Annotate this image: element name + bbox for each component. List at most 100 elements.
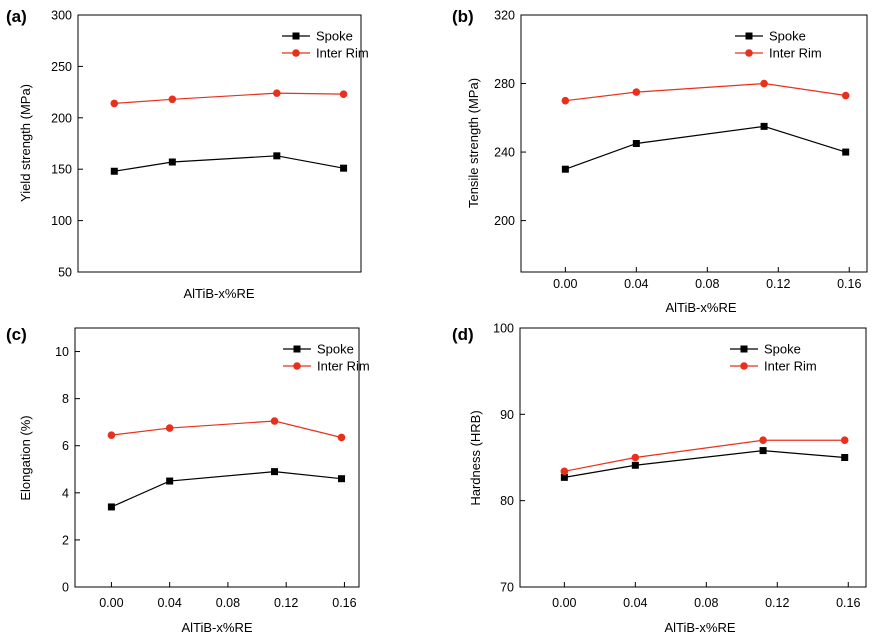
data-point (270, 417, 279, 425)
y-tick-label: 4 (62, 486, 69, 500)
data-point (107, 503, 115, 511)
x-tick-label: 0.12 (765, 596, 789, 610)
y-tick-label: 70 (500, 581, 514, 595)
data-point (760, 122, 768, 130)
data-point (760, 79, 768, 88)
y-tick-label: 6 (62, 439, 69, 453)
plot-frame (520, 14, 868, 273)
y-axis-title: Tensile strength (MPa) (466, 78, 481, 208)
x-tick-label: 0.00 (552, 596, 576, 610)
panel-a: (a) Yield strength (MPa) AlTiB-x%RE 50 10… (6, 7, 369, 301)
legend-marker (293, 362, 301, 370)
y-tick-label: 80 (500, 494, 514, 508)
series-line (564, 449, 845, 478)
series-line (564, 439, 845, 472)
y-tick-label: 50 (58, 266, 72, 280)
data-point (165, 424, 174, 432)
y-tick-label: 200 (51, 111, 72, 125)
series-line (114, 92, 344, 105)
legend-label: Spoke (764, 342, 801, 357)
data-point (337, 433, 346, 442)
plot-frame (74, 327, 360, 588)
x-axis-title: AlTiB-x%RE (664, 620, 735, 635)
data-point (759, 436, 767, 445)
panel-c: (c) Elongation (%) AlTiB-x%RE 0 2 4 6 8 10 0.0… (6, 325, 370, 635)
data-point (759, 447, 767, 455)
y-tick-label: 8 (62, 392, 69, 406)
y-tick-label: 0 (62, 581, 69, 595)
x-tick-label: 0.12 (274, 596, 298, 610)
legend-label: Inter Rim (769, 46, 822, 61)
data-point (840, 436, 849, 445)
data-point (168, 95, 177, 104)
y-tick-label: 90 (500, 408, 514, 422)
x-tick-label: 0.16 (332, 596, 356, 610)
y-tick-label: 280 (494, 77, 515, 91)
x-tick-label: 0.00 (553, 277, 577, 291)
legend-label: Inter Rim (764, 359, 817, 374)
x-tick-label: 0.00 (99, 596, 123, 610)
data-point (271, 468, 279, 476)
data-point (632, 140, 640, 147)
data-point (631, 453, 640, 462)
data-point (842, 148, 850, 156)
legend-label: Spoke (316, 29, 353, 44)
y-tick-label: 2 (62, 533, 69, 547)
series-line (565, 125, 846, 170)
panel-label: (b) (452, 7, 474, 26)
data-point (340, 164, 348, 172)
x-tick-label: 0.12 (766, 277, 790, 291)
legend-label: Inter Rim (317, 359, 370, 374)
legend-marker (292, 49, 300, 57)
y-tick-label: 240 (494, 146, 515, 160)
panel-d: (d) Hardness (HRB) AlTiB-x%RE 70 80 90 100 0… (452, 322, 867, 635)
x-tick-label: 0.08 (695, 277, 719, 291)
plot-frame (77, 14, 362, 273)
data-point (560, 473, 568, 481)
panel-label: (a) (6, 7, 27, 26)
x-tick-label: 0.04 (623, 596, 647, 610)
y-tick-label: 300 (51, 9, 72, 23)
legend-marker (292, 32, 300, 40)
y-tick-label: 10 (55, 345, 69, 359)
series-line (114, 155, 344, 172)
x-axis-title: AlTiB-x%RE (183, 286, 254, 301)
data-point (841, 454, 849, 461)
data-point (110, 167, 118, 175)
data-point (110, 99, 119, 108)
data-point (561, 165, 569, 173)
plot-frame (519, 327, 867, 588)
x-tick-label: 0.08 (694, 596, 718, 610)
y-tick-label: 200 (494, 214, 515, 228)
legend-marker (745, 49, 753, 57)
x-tick-label: 0.16 (837, 277, 861, 291)
data-point (561, 96, 570, 105)
data-point (273, 152, 281, 160)
panel-label: (d) (452, 325, 474, 344)
y-tick-label: 100 (51, 214, 72, 228)
data-point (339, 90, 348, 98)
legend-marker (740, 362, 748, 370)
legend-marker (293, 345, 301, 353)
data-point (338, 475, 346, 483)
y-axis-title: Yield strength (MPa) (18, 84, 33, 202)
series-line (111, 471, 342, 508)
y-tick-label: 320 (494, 9, 515, 23)
y-tick-label: 250 (51, 60, 72, 74)
data-point (632, 88, 641, 96)
data-point (560, 467, 569, 476)
x-tick-label: 0.04 (624, 277, 648, 291)
panel-label: (c) (6, 325, 27, 344)
data-point (273, 89, 281, 97)
x-axis-title: AlTiB-x%RE (181, 620, 252, 635)
x-tick-label: 0.04 (157, 596, 181, 610)
y-axis-title: Hardness (HRB) (468, 410, 483, 505)
legend-marker (745, 32, 753, 40)
series-line (111, 420, 342, 439)
series-line (565, 82, 846, 102)
x-tick-label: 0.08 (216, 596, 240, 610)
data-point (841, 91, 850, 100)
x-tick-label: 0.16 (836, 596, 860, 610)
legend-label: Spoke (769, 29, 806, 44)
